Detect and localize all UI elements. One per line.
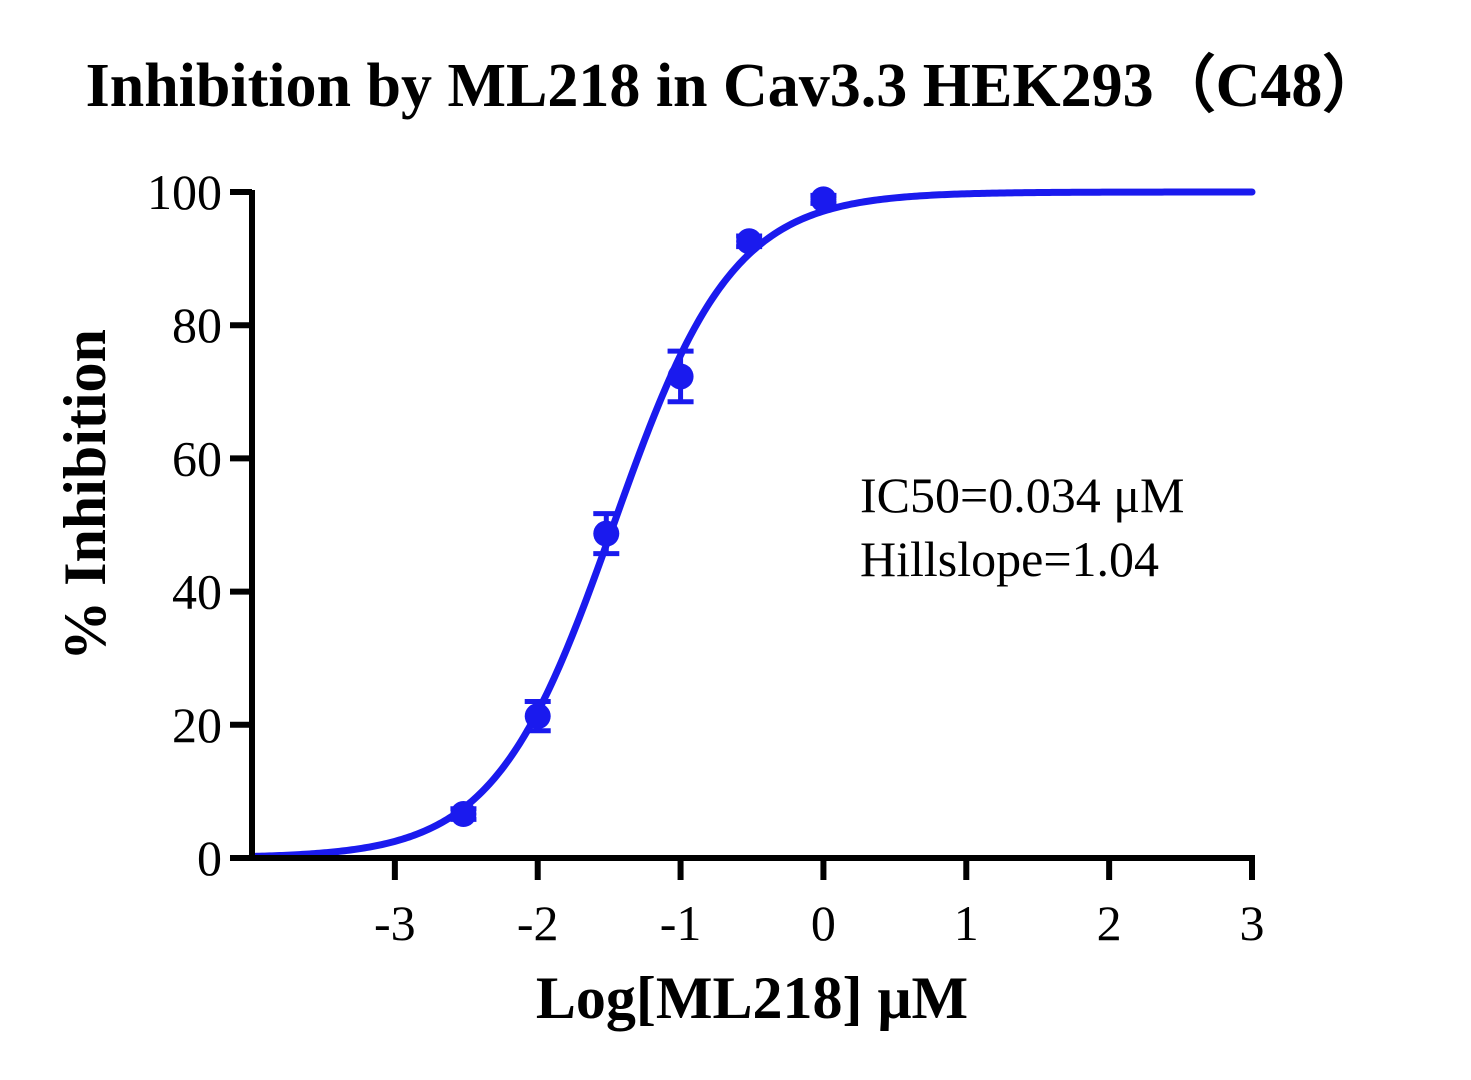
fit-curve: [248, 188, 1256, 860]
x-tick-label: 3: [1240, 895, 1265, 951]
data-point: [524, 703, 551, 730]
data-points: [450, 186, 837, 828]
x-tick-label: -2: [517, 895, 559, 951]
y-tick-label: 0: [197, 830, 222, 886]
y-axis-label: % Inhibition: [52, 329, 118, 661]
error-bars: [450, 192, 837, 822]
chart-title: Inhibition by ML218 in Cav3.3 HEK293（C48…: [86, 50, 1385, 120]
data-point: [667, 363, 694, 390]
x-ticks: -3 -2 -1 0 1 2 3: [374, 858, 1265, 951]
y-tick-label: 80: [172, 297, 222, 353]
data-point: [810, 186, 837, 213]
x-tick-label: 2: [1097, 895, 1122, 951]
x-axis: -3 -2 -1 0 1 2 3: [252, 855, 1265, 951]
data-point: [736, 228, 763, 255]
hillslope-annotation: Hillslope=1.04: [860, 531, 1159, 587]
x-tick-label: -1: [660, 895, 702, 951]
x-tick-label: 1: [954, 895, 979, 951]
y-tick-label: 60: [172, 430, 222, 486]
data-point: [450, 801, 477, 828]
y-ticks: 0 20 40 60 80 100: [147, 164, 252, 886]
y-tick-label: 20: [172, 697, 222, 753]
x-tick-label: -3: [374, 895, 416, 951]
data-point: [593, 520, 620, 547]
y-axis: 0 20 40 60 80 100: [147, 164, 255, 886]
plot-area: [248, 186, 1256, 860]
y-tick-label: 40: [172, 564, 222, 620]
x-tick-label: 0: [811, 895, 836, 951]
x-axis-label: Log[ML218] μM: [536, 965, 968, 1031]
ic50-annotation: IC50=0.034 μM: [860, 467, 1184, 523]
y-tick-label: 100: [147, 164, 222, 220]
